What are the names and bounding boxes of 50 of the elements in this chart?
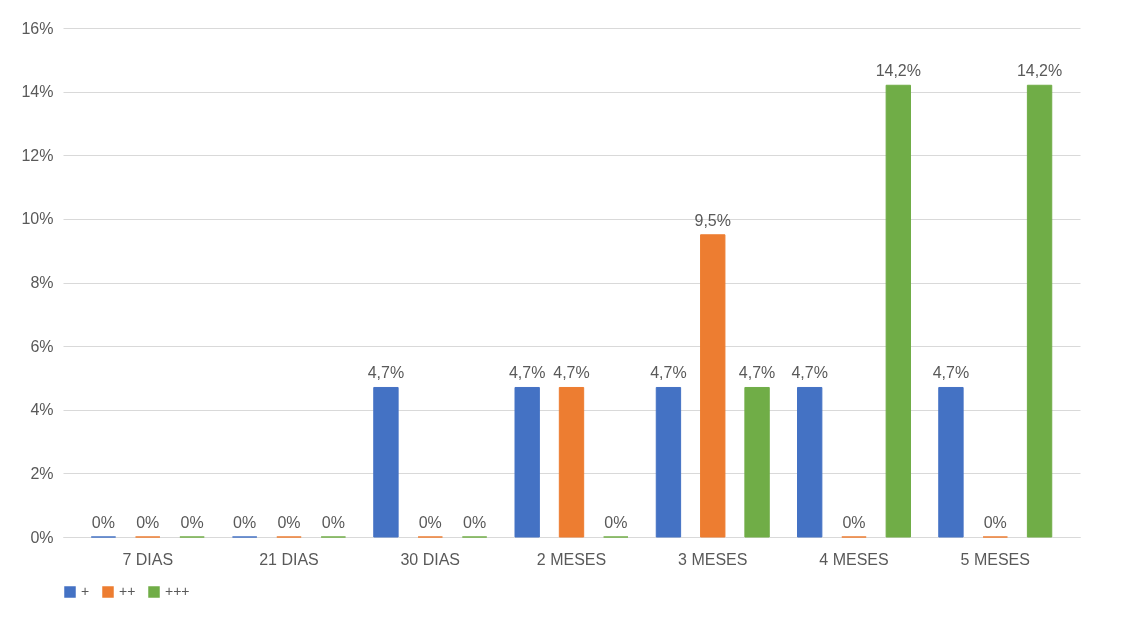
- data-label: 14,2%: [875, 62, 921, 80]
- x-tick-label: 7 DIAS: [122, 550, 174, 568]
- x-tick-label: 5 MESES: [960, 550, 1030, 568]
- bar: [514, 386, 540, 538]
- data-label: 0%: [463, 514, 487, 531]
- bar: [885, 84, 911, 538]
- y-tick-label: 14%: [21, 83, 54, 101]
- data-label: 0%: [91, 514, 115, 531]
- data-label: 14,2%: [1016, 62, 1063, 80]
- y-tick-label: 6%: [30, 337, 54, 355]
- data-label: 4,7%: [367, 364, 405, 382]
- bar: [797, 386, 823, 538]
- data-label: 4,7%: [791, 364, 828, 382]
- data-label: 4,7%: [553, 364, 590, 382]
- data-label: 0%: [277, 514, 301, 531]
- bar: [655, 386, 682, 538]
- data-label: 0%: [321, 514, 345, 531]
- data-label: 9,5%: [694, 211, 731, 229]
- data-label: 4,7%: [650, 364, 687, 382]
- legend-label: ++: [119, 583, 136, 599]
- x-tick-label: 3 MESES: [678, 550, 748, 568]
- data-label: 0%: [180, 514, 204, 531]
- data-label: 0%: [604, 514, 628, 531]
- x-tick-label: 4 MESES: [819, 550, 889, 568]
- bar: [938, 386, 964, 538]
- y-tick-label: 8%: [30, 274, 54, 291]
- y-tick-label: 4%: [30, 401, 54, 419]
- bar: [1026, 84, 1053, 538]
- bar: [373, 386, 399, 538]
- data-label: 4,7%: [508, 364, 546, 382]
- y-tick-label: 10%: [21, 210, 54, 228]
- data-label: 4,7%: [738, 364, 776, 382]
- x-tick-label: 21 DIAS: [259, 550, 319, 568]
- data-label: 0%: [418, 514, 442, 531]
- y-tick-label: 12%: [21, 146, 54, 164]
- bar: [700, 234, 726, 538]
- y-tick-label: 2%: [30, 464, 54, 482]
- data-label: 0%: [842, 514, 866, 531]
- x-tick-label: 30 DIAS: [400, 550, 461, 568]
- legend-label: +++: [165, 583, 190, 599]
- bar: [744, 386, 770, 538]
- y-tick-label: 16%: [21, 19, 54, 37]
- y-tick-label: 0%: [30, 528, 54, 546]
- data-label: 0%: [233, 514, 257, 531]
- data-label: 0%: [983, 514, 1007, 531]
- legend-label: +: [81, 583, 90, 599]
- x-tick-label: 2 MESES: [536, 550, 607, 568]
- data-label: 0%: [136, 514, 160, 531]
- bar: [558, 386, 585, 538]
- data-label: 4,7%: [932, 364, 970, 382]
